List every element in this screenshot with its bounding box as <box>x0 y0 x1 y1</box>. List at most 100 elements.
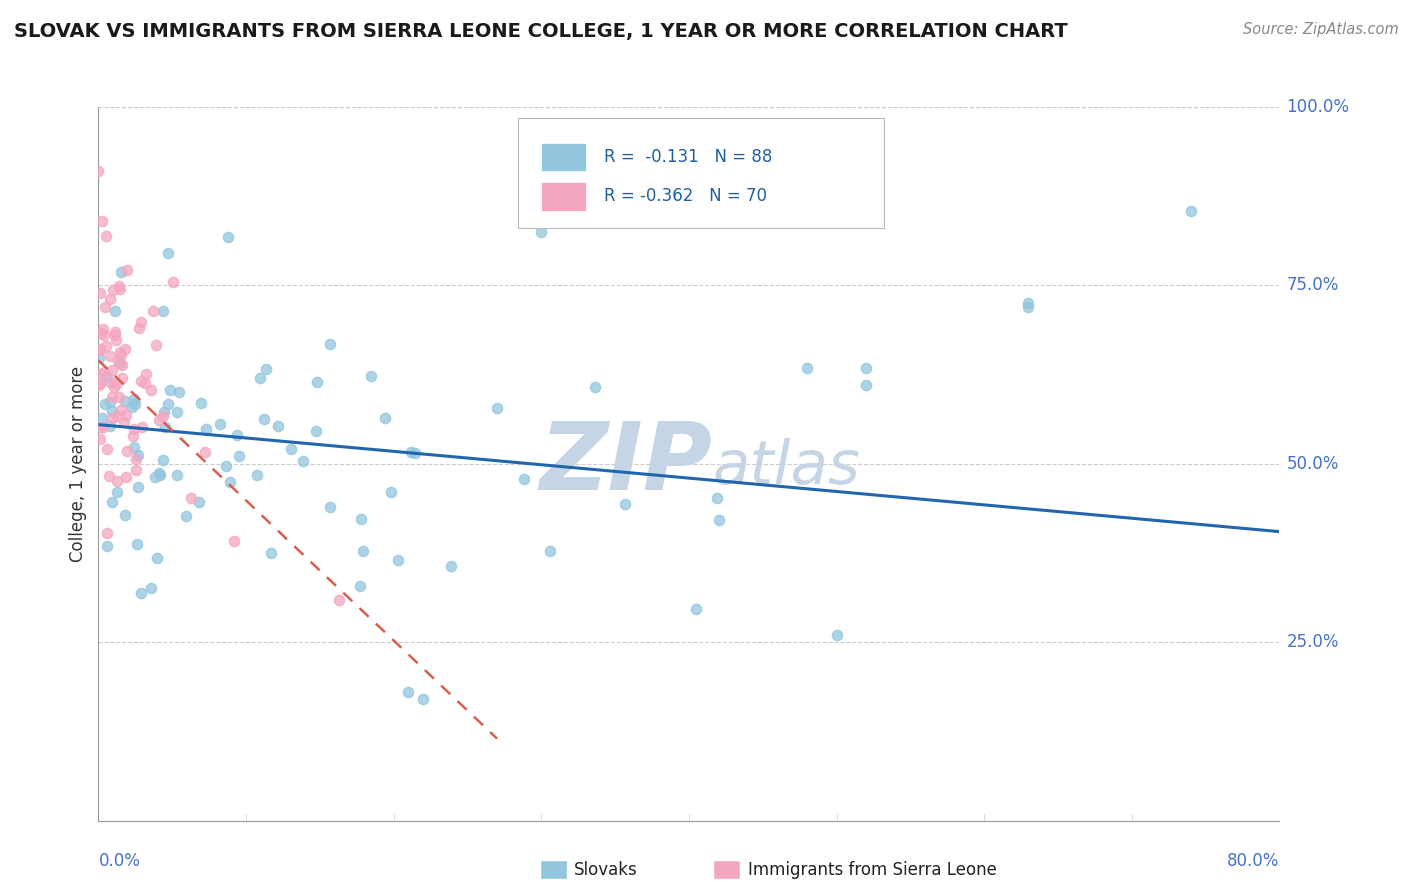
Point <box>110 403 132 417</box>
Point <box>319 336 342 351</box>
Text: 100.0%: 100.0% <box>1286 98 1350 116</box>
Point <box>89 343 111 358</box>
Text: Slovaks: Slovaks <box>574 861 637 879</box>
Point <box>152 453 174 467</box>
Point <box>89 376 111 391</box>
Point <box>349 579 371 593</box>
Point <box>1017 300 1039 314</box>
Point <box>114 342 136 356</box>
Point <box>110 265 132 279</box>
Point <box>396 685 419 699</box>
Text: SLOVAK VS IMMIGRANTS FROM SIERRA LEONE COLLEGE, 1 YEAR OR MORE CORRELATION CHART: SLOVAK VS IMMIGRANTS FROM SIERRA LEONE C… <box>14 22 1067 41</box>
Point <box>127 449 149 463</box>
Point <box>374 411 396 425</box>
Point <box>103 283 125 297</box>
Point <box>110 356 132 370</box>
Point <box>159 383 181 397</box>
Point <box>104 334 127 348</box>
Point <box>98 394 121 409</box>
Point <box>128 321 150 335</box>
Bar <box>541 143 586 171</box>
Point <box>98 418 121 433</box>
Point <box>538 543 561 558</box>
Point <box>112 415 135 429</box>
Point <box>89 342 111 356</box>
Point <box>512 472 534 486</box>
Point <box>149 468 172 483</box>
Point <box>91 410 114 425</box>
Point <box>162 276 184 290</box>
Point <box>131 419 153 434</box>
Point <box>685 601 707 615</box>
Point <box>94 339 117 353</box>
Point <box>796 360 818 375</box>
Point <box>215 458 238 473</box>
Point <box>360 369 382 384</box>
Point <box>114 408 136 422</box>
Point <box>249 371 271 385</box>
Point <box>127 480 149 494</box>
Point <box>167 384 190 399</box>
Text: atlas: atlas <box>713 438 860 497</box>
Point <box>352 543 374 558</box>
Point <box>107 278 129 293</box>
Bar <box>541 182 586 211</box>
Point <box>217 230 239 244</box>
Point <box>328 593 350 607</box>
Point <box>101 494 124 508</box>
Point <box>115 444 138 458</box>
Point <box>91 322 114 336</box>
FancyBboxPatch shape <box>517 118 884 228</box>
Point <box>98 468 121 483</box>
Point <box>380 485 402 500</box>
Point <box>152 409 174 423</box>
Point <box>115 263 138 277</box>
Point <box>114 393 136 408</box>
Point <box>706 491 728 505</box>
Point <box>1017 296 1039 310</box>
Point <box>93 365 115 379</box>
Point <box>157 245 180 260</box>
Point <box>124 422 146 436</box>
Point <box>267 419 290 434</box>
Point <box>246 467 269 482</box>
Point <box>141 383 163 397</box>
Point <box>190 396 212 410</box>
Point <box>108 390 131 404</box>
Text: Source: ZipAtlas.com: Source: ZipAtlas.com <box>1243 22 1399 37</box>
Point <box>104 304 127 318</box>
Point <box>707 513 730 527</box>
Point <box>87 164 110 178</box>
Point <box>855 377 877 392</box>
Point <box>114 508 136 522</box>
Point <box>260 546 283 560</box>
Point <box>583 380 606 394</box>
Point <box>145 338 167 352</box>
Point <box>222 534 245 549</box>
Point <box>195 422 218 436</box>
Point <box>146 551 169 566</box>
Point <box>96 526 118 541</box>
Text: 0.0%: 0.0% <box>98 852 141 870</box>
Point <box>121 429 143 443</box>
Text: 80.0%: 80.0% <box>1227 852 1279 870</box>
Point <box>89 432 111 446</box>
Point <box>96 229 118 244</box>
Point <box>129 585 152 599</box>
Point <box>412 692 434 706</box>
Point <box>96 442 118 457</box>
Text: 50.0%: 50.0% <box>1286 455 1339 473</box>
Point <box>104 327 127 342</box>
Point <box>135 368 157 382</box>
Point <box>305 375 328 389</box>
Point <box>1180 203 1202 218</box>
Point <box>194 444 217 458</box>
Point <box>98 375 121 389</box>
Point <box>90 367 112 381</box>
Point <box>180 491 202 505</box>
Point <box>349 511 371 525</box>
Point <box>121 400 143 414</box>
Point <box>101 404 124 418</box>
Point <box>219 475 242 489</box>
Point <box>153 404 176 418</box>
